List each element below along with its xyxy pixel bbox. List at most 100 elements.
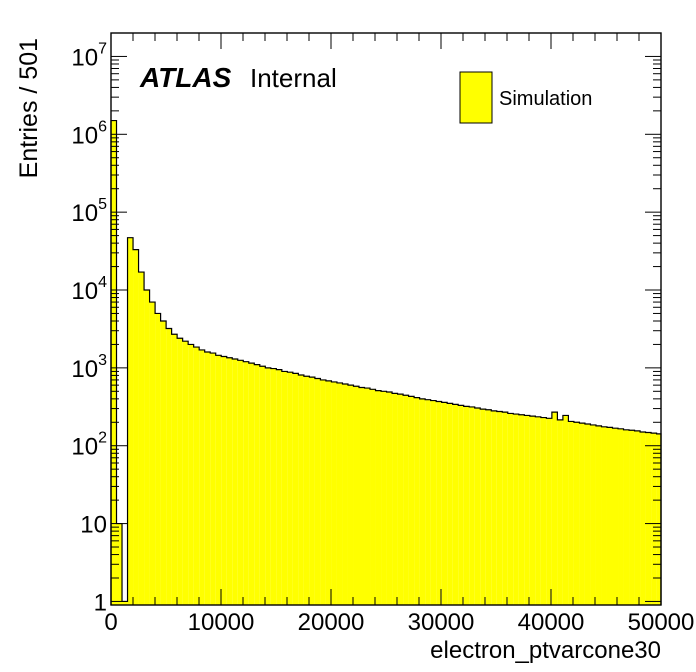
histogram-bin xyxy=(425,399,431,605)
histogram-bin xyxy=(573,422,580,605)
histogram-bin xyxy=(182,341,189,605)
histogram-bin xyxy=(474,408,481,605)
histogram-bin xyxy=(513,414,519,605)
histogram-bin xyxy=(568,421,574,605)
x-tick-label: 10000 xyxy=(188,609,255,636)
histogram-bin xyxy=(562,415,569,605)
histogram-bin xyxy=(579,423,585,605)
histogram-bin xyxy=(122,601,128,605)
histogram-bin xyxy=(342,384,348,605)
histogram-bin xyxy=(177,338,183,605)
histogram-bin xyxy=(336,382,343,605)
y-tick-labels: 1 10 102 103 104 105 106 107 xyxy=(71,40,107,616)
histogram-bin xyxy=(414,397,420,605)
histogram-bin xyxy=(507,413,514,605)
histogram-bin xyxy=(270,368,277,605)
y-tick-label: 103 xyxy=(71,352,107,383)
histogram-bin xyxy=(606,427,613,605)
y-tick-label: 1 xyxy=(94,589,107,616)
histogram-bin xyxy=(403,395,409,605)
histogram-bin xyxy=(160,320,167,605)
histogram-bin xyxy=(540,417,547,605)
histogram-bin xyxy=(601,426,607,605)
atlas-label: ATLAS xyxy=(139,62,232,93)
histogram-bin xyxy=(656,433,661,605)
histogram-bin xyxy=(144,290,150,605)
histogram-outline xyxy=(110,119,662,605)
histogram-bin xyxy=(259,366,266,605)
y-axis-label: Entries / 501 xyxy=(15,38,43,178)
histogram-bin xyxy=(634,430,641,605)
x-tick-labels: 0 10000 20000 30000 40000 50000 xyxy=(104,609,694,636)
histogram-bin xyxy=(353,386,359,605)
histogram-bin xyxy=(226,357,233,605)
histogram-bin xyxy=(248,363,255,605)
histogram-bin xyxy=(292,373,299,605)
histogram-bin xyxy=(347,385,354,605)
histogram-bin xyxy=(298,374,304,605)
histogram-bin xyxy=(265,367,271,605)
histogram-bin xyxy=(491,410,497,605)
x-tick-label: 20000 xyxy=(298,609,365,636)
histogram-bin xyxy=(127,237,134,605)
y-tick-label: 107 xyxy=(71,40,107,71)
histogram-bin xyxy=(584,424,591,605)
histogram-bin xyxy=(623,429,630,605)
y-tick-label: 102 xyxy=(71,430,107,461)
histogram-bin xyxy=(381,391,387,605)
histogram-bin xyxy=(529,416,536,605)
plot-frame xyxy=(110,32,662,606)
histogram-bin xyxy=(314,378,321,605)
histogram-bin xyxy=(281,371,288,605)
y-tick-label: 106 xyxy=(71,118,107,149)
histogram-bin xyxy=(458,405,464,605)
histogram-bin xyxy=(485,409,492,605)
histogram-bin xyxy=(320,379,326,605)
histogram-bin xyxy=(590,424,596,605)
legend: Simulation xyxy=(459,71,592,124)
histogram-bin xyxy=(111,120,117,605)
histogram-bin xyxy=(375,390,382,605)
histogram-bin xyxy=(276,369,282,605)
histogram-bin xyxy=(618,428,624,605)
histogram-bin xyxy=(232,358,238,605)
histogram-bin xyxy=(155,313,161,605)
histogram-bin xyxy=(331,381,337,605)
histogram-bin xyxy=(138,272,145,605)
axis-ticks xyxy=(110,32,662,605)
histogram-bin xyxy=(370,389,376,605)
histogram-bin xyxy=(392,393,398,605)
x-tick-label: 0 xyxy=(104,609,117,636)
histogram-bin xyxy=(629,430,635,605)
histogram-bin xyxy=(199,349,205,605)
histogram-bin xyxy=(408,396,415,605)
histogram-bin xyxy=(325,380,332,605)
histogram-bin xyxy=(210,353,216,605)
histogram-bin xyxy=(364,388,371,605)
histogram-bin xyxy=(397,394,404,605)
histogram-bin xyxy=(215,355,222,605)
histogram-bin xyxy=(447,403,453,605)
histogram-bin xyxy=(116,523,123,605)
histogram-bin xyxy=(254,364,260,605)
histogram-bin xyxy=(436,401,442,605)
histogram-bin xyxy=(480,409,486,605)
histogram-bin xyxy=(502,412,508,605)
histogram-bin xyxy=(237,360,244,605)
histogram-bin xyxy=(640,432,646,605)
histogram-bin xyxy=(171,334,178,605)
histogram-bin xyxy=(419,398,426,605)
histogram-bin xyxy=(386,391,393,605)
x-axis-label: electron_ptvarcone30 xyxy=(430,637,661,664)
internal-label: Internal xyxy=(250,63,337,93)
histogram-bin xyxy=(243,361,249,605)
histogram-bin xyxy=(221,356,227,605)
histogram-bin xyxy=(518,414,525,605)
histogram-bin xyxy=(441,402,448,605)
x-tick-label: 40000 xyxy=(518,609,585,636)
histogram-bin xyxy=(309,377,315,605)
x-tick-label: 30000 xyxy=(408,609,475,636)
histogram-bin xyxy=(551,412,558,605)
y-tick-label: 10 xyxy=(80,512,107,539)
histogram-bin xyxy=(204,351,211,605)
